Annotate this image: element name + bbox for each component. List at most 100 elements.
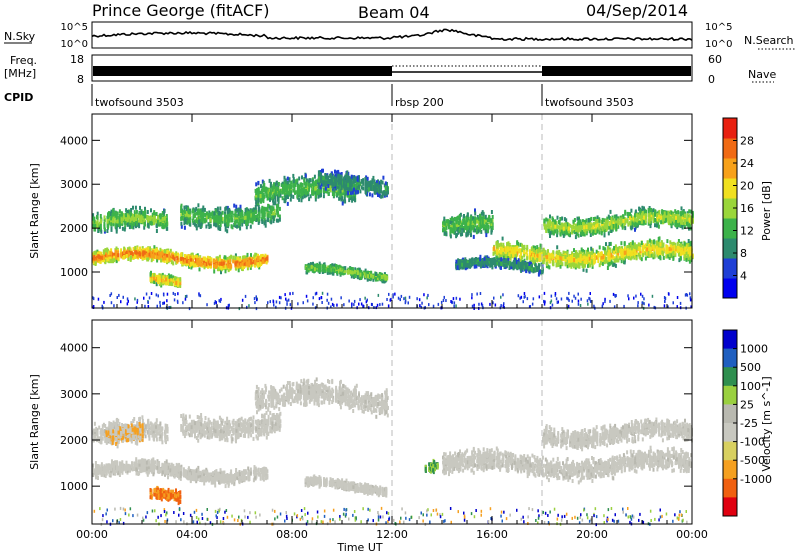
range-cell [264, 221, 266, 225]
range-cell [273, 206, 275, 210]
range-cell [385, 181, 387, 185]
range-cell [322, 268, 324, 272]
range-cell [165, 277, 167, 281]
range-cell [255, 182, 257, 186]
range-cell [344, 180, 346, 184]
range-cell [257, 181, 259, 185]
range-cell [367, 271, 369, 275]
range-cell [485, 226, 487, 230]
range-cell [158, 251, 160, 255]
range-cell [106, 248, 108, 252]
range-cell [467, 226, 469, 230]
range-cell [461, 232, 463, 236]
cpid-segment-label: twofsound 3503 [95, 96, 184, 109]
range-cell [382, 176, 384, 180]
range-cell [235, 205, 237, 209]
range-cell [341, 186, 343, 190]
range-cell [97, 221, 99, 225]
range-cell [164, 225, 166, 229]
range-cell [213, 219, 215, 223]
range-cell [323, 188, 325, 192]
range-cell [219, 207, 221, 211]
range-cell [292, 195, 294, 199]
range-cell [198, 258, 200, 262]
range-cell [129, 225, 131, 229]
noise-left-label: N.Sky [4, 30, 36, 43]
range-cell [266, 260, 268, 264]
range-cell [243, 259, 245, 263]
range-cell [463, 214, 465, 218]
range-cell [470, 233, 472, 237]
range-cell [294, 191, 296, 195]
range-cell [482, 210, 484, 214]
range-cell [170, 282, 172, 286]
range-cell [236, 219, 238, 223]
range-cell [223, 262, 225, 266]
range-cell [122, 227, 124, 231]
range-cell [212, 211, 214, 215]
range-cell [267, 204, 269, 208]
range-cell [385, 187, 387, 191]
range-cell [287, 202, 289, 206]
range-cell [318, 171, 320, 175]
range-cell [200, 209, 202, 213]
range-cell [180, 217, 182, 221]
range-cell [308, 265, 310, 269]
range-cell [348, 198, 350, 202]
range-cell [120, 253, 122, 257]
range-cell [147, 210, 149, 214]
freq-label-2: [MHz] [4, 67, 36, 80]
range-cell [134, 246, 136, 250]
range-cell [130, 208, 132, 212]
range-cell [464, 226, 466, 230]
range-cell [117, 219, 119, 223]
range-cell [265, 192, 267, 196]
range-cell [270, 183, 272, 187]
range-cell [129, 212, 131, 216]
range-cell [279, 218, 281, 222]
range-cell [301, 198, 303, 202]
range-cell [192, 262, 194, 266]
range-cell [287, 177, 289, 181]
range-cell [254, 217, 256, 221]
range-cell [232, 259, 234, 263]
range-cell [446, 232, 448, 236]
range-cell [314, 267, 316, 271]
range-cell [136, 222, 138, 226]
range-cell [106, 229, 108, 233]
range-cell [242, 214, 244, 218]
range-cell [233, 204, 235, 208]
range-cell [267, 208, 269, 212]
range-cell [374, 185, 376, 189]
range-cell [368, 187, 370, 191]
range-cell [347, 191, 349, 195]
range-cell [257, 198, 259, 202]
range-cell [300, 187, 302, 191]
range-cell [146, 253, 148, 257]
range-cell [367, 274, 369, 278]
range-cell [139, 206, 141, 210]
range-cell [144, 222, 146, 226]
range-cell [375, 277, 377, 281]
range-cell [164, 209, 166, 213]
range-cell [333, 193, 335, 197]
range-cell [174, 276, 176, 280]
range-cell [165, 281, 167, 285]
range-cell [169, 258, 171, 262]
range-cell [316, 191, 318, 195]
range-cell [138, 215, 140, 219]
range-cell [325, 187, 327, 191]
nave-label: Nave [748, 68, 776, 81]
range-cell [262, 259, 264, 263]
range-cell [308, 197, 310, 201]
range-cell [247, 219, 249, 223]
cpid-segment-label: rbsp 200 [395, 96, 444, 109]
range-cell [282, 196, 284, 200]
range-cell [368, 181, 370, 185]
range-cell [100, 214, 102, 218]
range-cell [107, 215, 109, 219]
range-cell [242, 219, 244, 223]
range-cell [213, 264, 215, 268]
range-cell [263, 188, 265, 192]
range-cell [450, 234, 452, 238]
